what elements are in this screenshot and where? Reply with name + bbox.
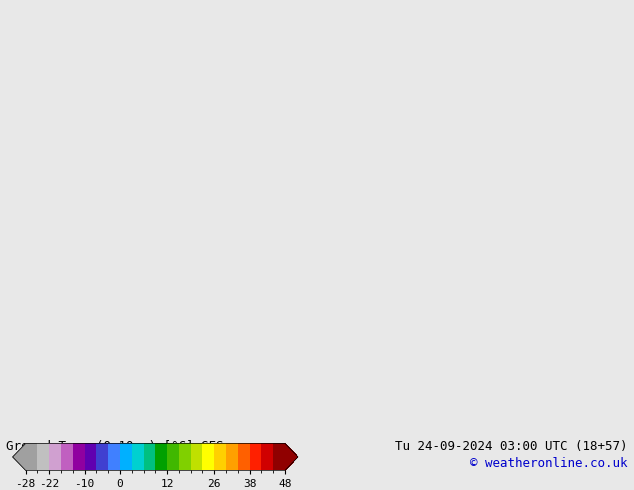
Text: Ground Temp (0-10cm) [°C] GFS: Ground Temp (0-10cm) [°C] GFS — [6, 440, 224, 453]
PathPatch shape — [13, 443, 25, 470]
PathPatch shape — [285, 443, 298, 470]
Text: Tu 24-09-2024 03:00 UTC (18+57): Tu 24-09-2024 03:00 UTC (18+57) — [395, 440, 628, 453]
Text: © weatheronline.co.uk: © weatheronline.co.uk — [470, 457, 628, 470]
